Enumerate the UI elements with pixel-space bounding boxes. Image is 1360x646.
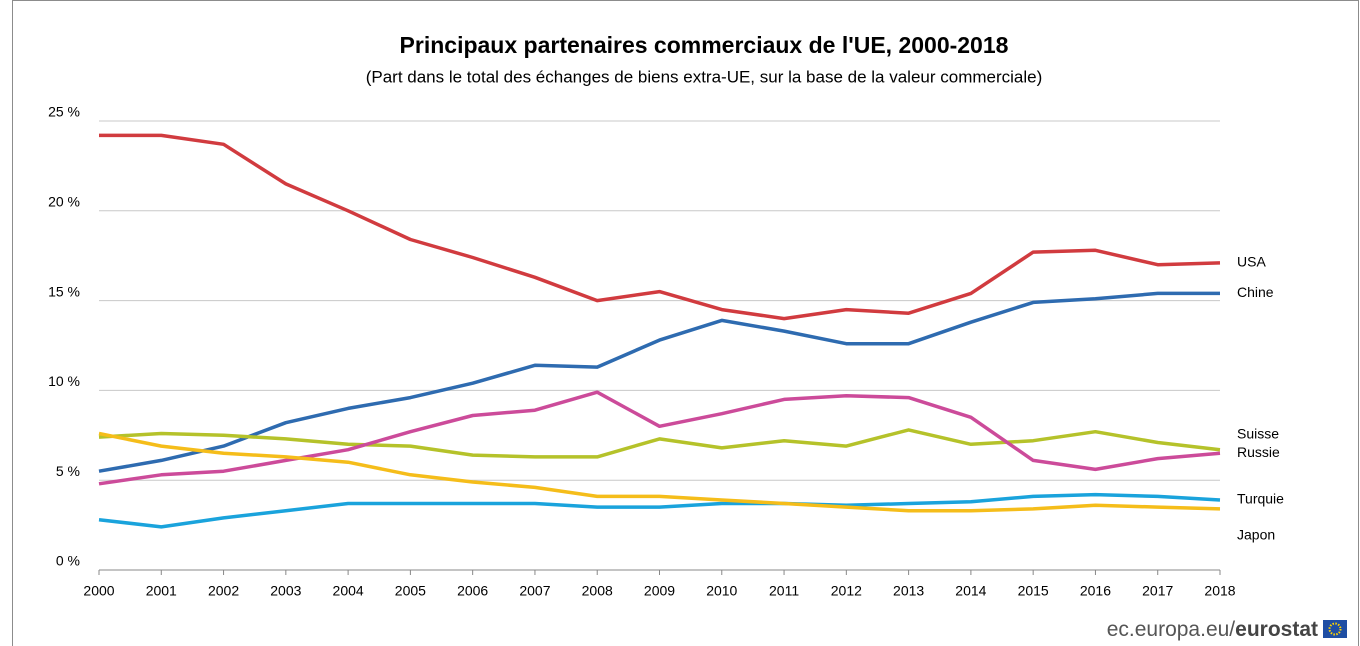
x-tick-label: 2002 [208, 583, 239, 599]
series-line [98, 390, 1221, 486]
series-line [98, 291, 1220, 473]
x-tick-label: 2005 [395, 583, 426, 599]
series-line [98, 431, 1221, 513]
x-tick-label: 2011 [769, 583, 799, 599]
series-label: USA [1237, 254, 1266, 270]
x-tick-label: 2004 [333, 583, 364, 599]
x-tick-label: 2016 [1080, 583, 1111, 599]
footer-site: ec.europa.eu/eurostat [1107, 618, 1318, 641]
series-label: Turquie [1237, 491, 1284, 507]
x-tick-label: 2003 [270, 583, 301, 599]
x-tick-label: 2018 [1204, 583, 1235, 599]
x-tick-label: 2000 [83, 583, 114, 599]
eu-flag [1323, 620, 1347, 638]
x-tick-label: 2006 [457, 583, 488, 599]
x-tick-label: 2007 [519, 583, 550, 599]
frame [12, 0, 1359, 646]
x-tick-label: 2010 [706, 583, 737, 599]
series-line [98, 428, 1221, 459]
y-tick-label: 0 % [56, 553, 80, 569]
y-tick-label: 20 % [48, 194, 80, 210]
x-tick-label: 2017 [1142, 583, 1173, 599]
series-label: Chine [1237, 284, 1274, 300]
footer-brand: eurostat [1235, 618, 1318, 641]
x-tick-label: 2012 [831, 583, 862, 599]
series-label: Japon [1237, 527, 1275, 543]
x-tick-label: 2015 [1018, 583, 1049, 599]
y-tick-label: 5 % [56, 463, 80, 479]
y-tick-label: 10 % [48, 373, 80, 389]
x-tick-label: 2014 [955, 583, 986, 599]
series-label: Suisse [1237, 425, 1279, 441]
footer-site-text: ec.europa.eu/ [1107, 618, 1236, 641]
series-line [99, 133, 1221, 321]
x-tick-label: 2008 [582, 583, 613, 599]
x-tick-label: 2009 [644, 583, 675, 599]
series-line [98, 492, 1221, 529]
y-tick-label: 25 % [48, 104, 80, 120]
x-tick-label: 2001 [146, 583, 177, 599]
x-tick-label: 2013 [893, 583, 924, 599]
chart-title: Principaux partenaires commerciaux de l'… [400, 32, 1009, 58]
chart-subtitle: (Part dans le total des échanges de bien… [366, 67, 1043, 86]
y-tick-label: 15 % [48, 283, 80, 299]
series-label: Russie [1237, 444, 1280, 460]
